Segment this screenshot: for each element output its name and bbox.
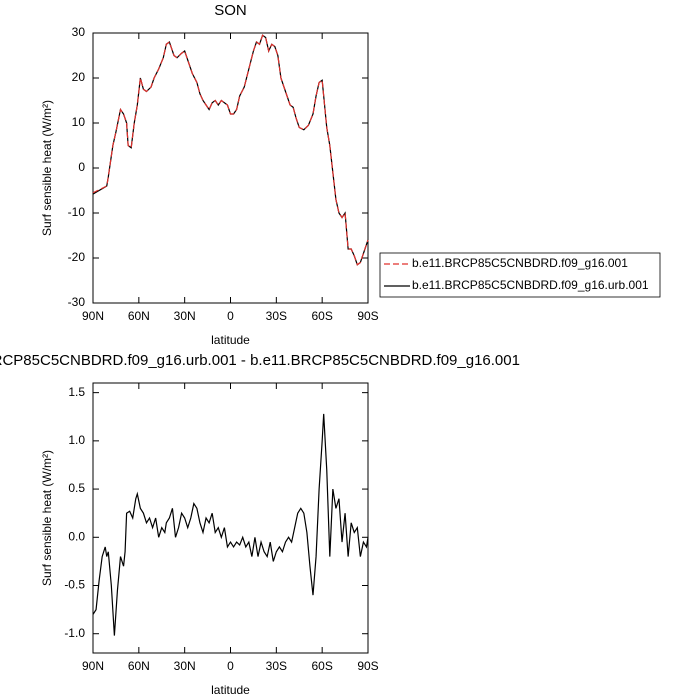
- x-tick-label: 60N: [128, 309, 150, 323]
- x-tick-label: 30S: [266, 309, 287, 323]
- plot-frame: [92, 382, 369, 654]
- y-tick-label: -30: [68, 295, 86, 309]
- y-tick-label: 10: [72, 115, 86, 129]
- y-tick-label: 20: [72, 70, 86, 84]
- x-tick-label: 60N: [128, 659, 150, 673]
- y-tick-label: 0.5: [68, 481, 85, 495]
- legend-label: b.e11.BRCP85C5CNBDRD.f09_g16.001: [412, 256, 628, 270]
- data-line: [92, 34, 369, 266]
- x-tick-label: 30N: [174, 309, 196, 323]
- x-tick-label: 60S: [311, 309, 332, 323]
- plot-frame: [92, 32, 369, 304]
- x-tick-label: 90S: [357, 309, 378, 323]
- x-tick-label: 30S: [266, 659, 287, 673]
- y-tick-label: 30: [72, 25, 86, 39]
- y-tick-label: -20: [68, 250, 86, 264]
- y-tick-label: 0.0: [68, 529, 85, 543]
- x-tick-label: 0: [227, 309, 234, 323]
- x-tick-label: 90N: [82, 309, 104, 323]
- y-axis-label: Surf sensible heat (W/m²): [40, 100, 54, 236]
- y-tick-label: 0: [78, 160, 85, 174]
- data-line: [92, 34, 369, 266]
- y-tick-label: 1.0: [68, 433, 85, 447]
- data-line: [92, 413, 369, 636]
- x-tick-label: 90N: [82, 659, 104, 673]
- x-axis-label: latitude: [211, 333, 250, 347]
- x-tick-label: 30N: [174, 659, 196, 673]
- legend-label: b.e11.BRCP85C5CNBDRD.f09_g16.urb.001: [412, 278, 649, 292]
- x-tick-label: 0: [227, 659, 234, 673]
- x-tick-label: 90S: [357, 659, 378, 673]
- chart-title: b.e11.BRCP85C5CNBDRD.f09_g16.urb.001 - b…: [0, 352, 520, 369]
- chart-title: SON: [214, 2, 247, 19]
- x-tick-label: 60S: [311, 659, 332, 673]
- y-axis-label: Surf sensible heat (W/m²): [40, 450, 54, 586]
- y-tick-label: 1.5: [68, 385, 85, 399]
- x-axis-label: latitude: [211, 683, 250, 697]
- y-tick-label: -1.0: [64, 626, 85, 640]
- y-tick-label: -10: [68, 205, 86, 219]
- y-tick-label: -0.5: [64, 578, 85, 592]
- legend-box: [379, 252, 661, 298]
